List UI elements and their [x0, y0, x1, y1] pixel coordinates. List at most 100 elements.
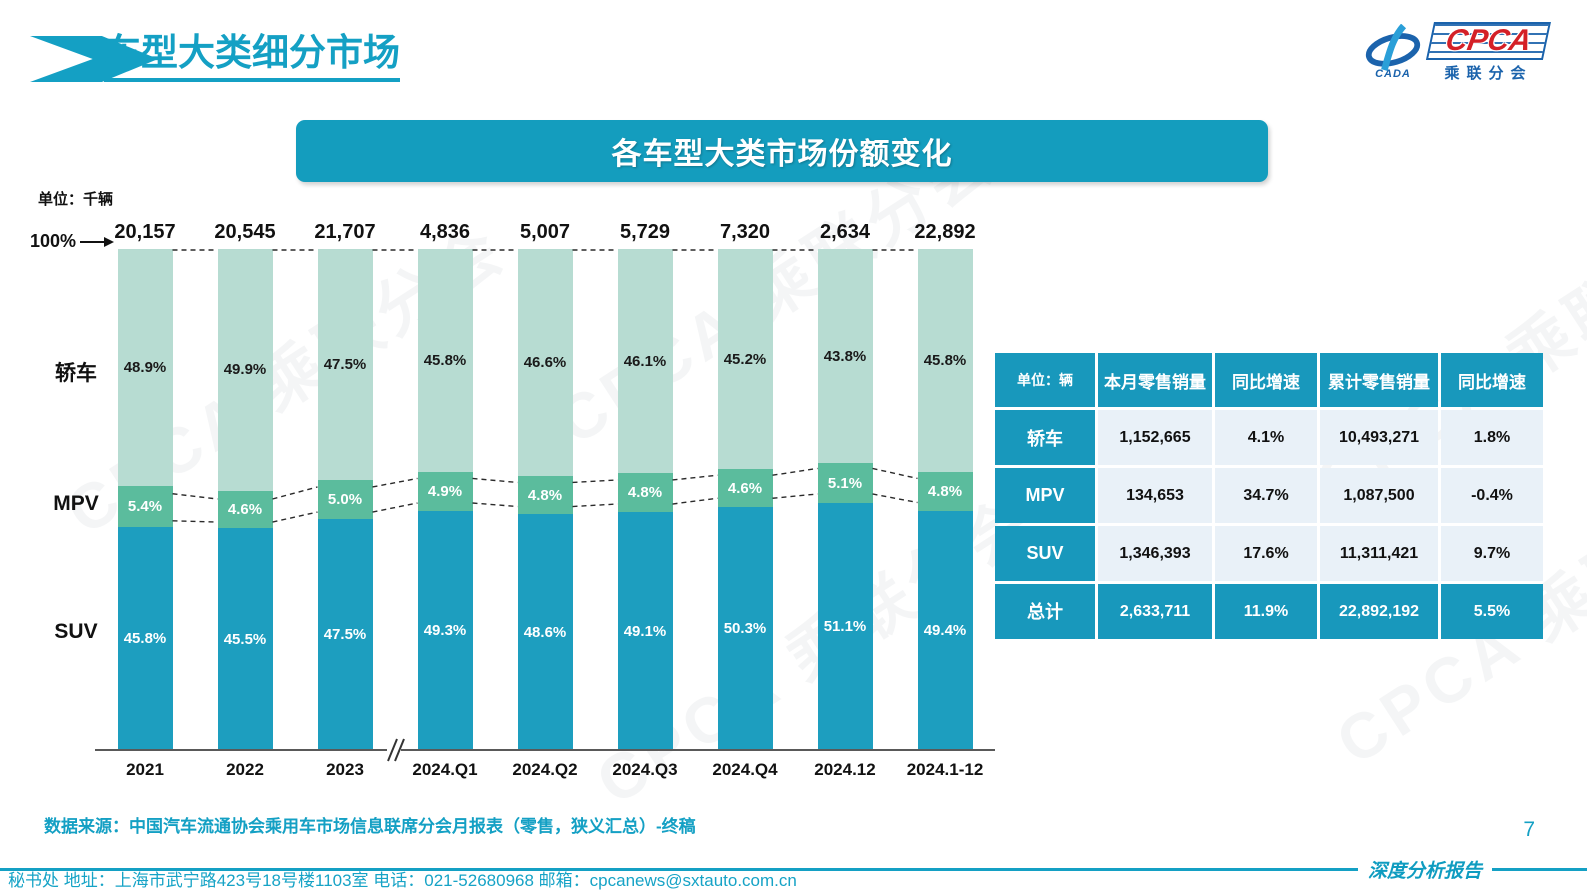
bar-total-label: 7,320 [719, 221, 771, 243]
table-header-row: 单位：辆 本月零售销量 同比增速 累计零售销量 同比增速 [995, 353, 1543, 407]
chart-bar-group: 5,007 46.6% 4.8% 48.6% 2024.Q2 [495, 219, 595, 780]
stacked-bar: 47.5% 5.0% 47.5% [317, 249, 373, 750]
x-axis-tick-label: 2022 [226, 760, 264, 779]
unit-label: 单位：千辆 [38, 191, 114, 208]
table-header: 本月零售销量 [1098, 353, 1212, 407]
bar-segment-mpv: 4.9% [417, 472, 473, 512]
stacked-bar: 45.8% 4.9% 49.3% [417, 249, 473, 750]
page-title: 车型大类细分市场 [104, 32, 400, 82]
bar-segment-suv: 45.8% [117, 527, 173, 750]
segment-value-label: 47.5% [323, 626, 367, 644]
table-row-sedan: 轿车 1,152,665 4.1% 10,493,271 1.8% [995, 410, 1543, 465]
segment-value-label: 45.8% [123, 630, 167, 648]
segment-value-label: 45.2% [723, 350, 767, 368]
segment-value-label: 4.8% [927, 482, 963, 500]
retail-summary-table: 单位：辆 本月零售销量 同比增速 累计零售销量 同比增速 轿车 1,152,66… [992, 350, 1546, 642]
segment-value-label: 43.8% [823, 347, 867, 365]
x-axis-tick-label: 2024.Q1 [412, 760, 478, 779]
chart-bar-group: 22,892 45.8% 4.8% 49.4% 2024.1-12 [895, 219, 995, 780]
cada-emblem-icon: CADA [1362, 24, 1424, 80]
segment-value-label: 4.6% [227, 500, 263, 518]
bar-segment-mpv: 4.6% [717, 469, 773, 507]
bar-segment-sedan: 46.6% [517, 249, 573, 476]
chart-title-banner: 各车型大类市场份额变化 [296, 120, 1268, 182]
stacked-bar: 49.9% 4.6% 45.5% [217, 249, 273, 750]
stacked-bar: 48.9% 5.4% 45.8% [117, 249, 173, 750]
segment-value-label: 49.1% [623, 622, 667, 640]
chart-bar-group: 21,707 47.5% 5.0% 47.5% 2023 [295, 219, 395, 780]
bar-total-label: 5,007 [519, 221, 571, 243]
segment-value-label: 4.8% [527, 486, 563, 504]
table-header: 同比增速 [1215, 353, 1317, 407]
bar-segment-suv: 45.5% [217, 528, 273, 750]
bar-total-label: 5,729 [619, 221, 671, 243]
arrow-right-icon [80, 236, 115, 247]
segment-value-label: 49.4% [923, 621, 967, 639]
cpca-logo: CADA CPCA 乘联分会 [1362, 22, 1551, 83]
bar-segment-sedan: 45.8% [417, 249, 473, 473]
table-header: 累计零售销量 [1320, 353, 1438, 407]
bar-segment-sedan: 46.1% [617, 249, 673, 474]
bar-total-label: 4,836 [419, 221, 471, 243]
footer-rule-line [1492, 868, 1587, 871]
stacked-bar: 45.2% 4.6% 50.3% [717, 249, 773, 750]
segment-value-label: 5.0% [327, 491, 363, 508]
bar-segment-suv: 50.3% [717, 506, 773, 750]
segment-value-label: 46.6% [523, 353, 567, 371]
chart-bar-group: 2,634 43.8% 5.1% 51.1% 2024.12 [795, 219, 895, 780]
table-header-unit: 单位：辆 [995, 353, 1095, 407]
segment-value-label: 49.9% [223, 361, 267, 379]
bar-total-label: 21,707 [314, 221, 376, 243]
segment-value-label: 45.8% [923, 352, 967, 370]
footer-rule-line [0, 868, 1358, 871]
segment-value-label: 50.3% [723, 619, 767, 637]
bar-total-label: 20,545 [214, 221, 276, 243]
bar-total-label: 2,634 [819, 221, 871, 243]
bar-segment-mpv: 5.4% [117, 485, 173, 528]
series-label-mpv: MPV [53, 492, 99, 515]
x-axis-tick-label: 2024.Q2 [512, 760, 578, 779]
bar-segment-mpv: 4.8% [517, 475, 573, 515]
bar-segment-sedan: 47.5% [317, 249, 373, 480]
bar-segment-mpv: 5.1% [817, 463, 873, 504]
chart-bar-group: 20,157 48.9% 5.4% 45.8% 2021 [95, 219, 195, 780]
x-axis-line [95, 749, 995, 751]
footer-rule: 深度分析报告 [0, 856, 1587, 883]
secretariat-address: 秘书处 地址：上海市武宁路423号18号楼1103室 电话：021-526809… [8, 871, 797, 890]
segment-value-label: 4.8% [627, 484, 663, 502]
stacked-bar: 43.8% 5.1% 51.1% [817, 249, 873, 750]
stacked-bar-chart: 20,157 48.9% 5.4% 45.8% 2021 20,545 49.9% 4.6% 4… [95, 219, 995, 780]
segment-value-label: 46.1% [623, 352, 667, 370]
stacked-bar: 45.8% 4.8% 49.4% [917, 249, 973, 750]
segment-value-label: 5.1% [827, 474, 863, 492]
table-row-suv: SUV 1,346,393 17.6% 11,311,421 9.7% [995, 526, 1543, 581]
x-axis-tick-label: 2024.Q3 [612, 760, 678, 779]
segment-value-label: 47.5% [323, 355, 367, 373]
bar-segment-mpv: 4.8% [917, 472, 973, 511]
segment-value-label: 4.6% [727, 479, 763, 497]
bar-segment-sedan: 48.9% [117, 249, 173, 486]
bar-segment-suv: 49.3% [417, 511, 473, 750]
bar-segment-mpv: 4.6% [217, 490, 273, 529]
report-type-label: 深度分析报告 [1367, 861, 1482, 882]
bar-segment-mpv: 5.0% [317, 479, 373, 520]
axis-100-label: 100% [30, 231, 115, 252]
series-label-suv: SUV [54, 620, 98, 643]
bar-segment-sedan: 49.9% [217, 249, 273, 491]
x-axis-tick-label: 2024.12 [814, 760, 876, 779]
bar-segment-suv: 49.1% [617, 512, 673, 750]
bar-total-label: 20,157 [114, 221, 176, 243]
chart-bar-group: 4,836 45.8% 4.9% 49.3% 2024.Q1 [395, 219, 495, 780]
bar-segment-suv: 48.6% [517, 514, 573, 750]
cpca-wordmark: CPCA [1425, 22, 1551, 60]
bar-segment-sedan: 45.8% [917, 249, 973, 473]
bar-segment-sedan: 43.8% [817, 249, 873, 464]
segment-value-label: 48.6% [523, 623, 567, 641]
bar-segment-suv: 49.4% [917, 510, 973, 750]
x-axis-tick-label: 2024.Q4 [712, 760, 778, 779]
segment-value-label: 45.8% [423, 352, 467, 370]
stacked-bar: 46.1% 4.8% 49.1% [617, 249, 673, 750]
segment-value-label: 48.9% [123, 358, 167, 376]
segment-value-label: 45.5% [223, 630, 267, 648]
